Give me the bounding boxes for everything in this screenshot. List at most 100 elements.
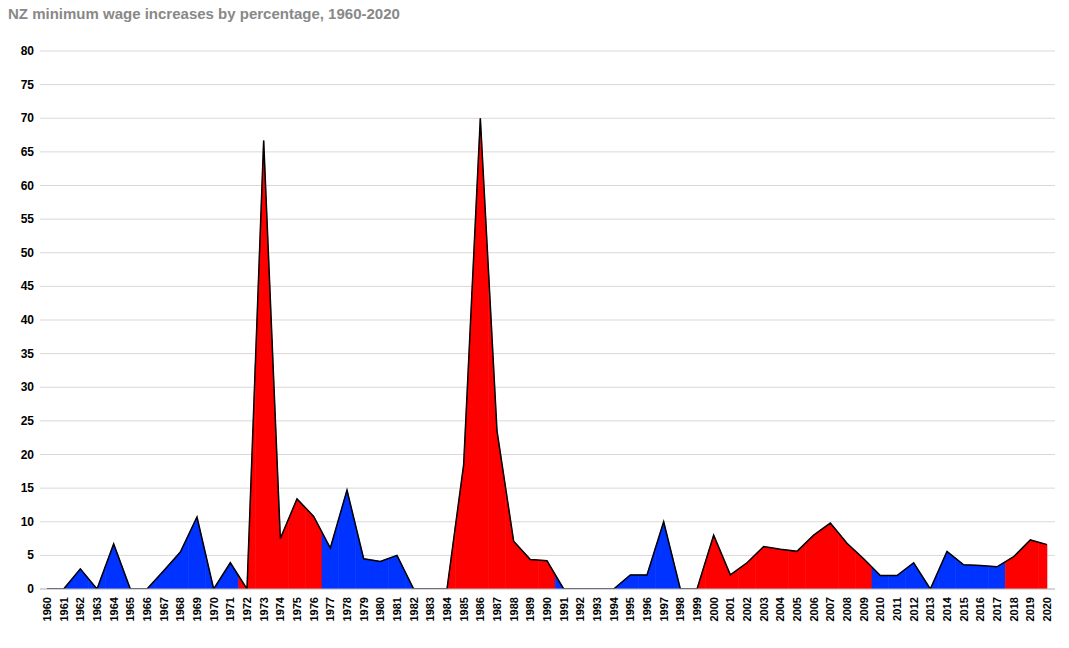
x-tick-label: 1978 xyxy=(341,597,353,621)
area-segment xyxy=(55,579,72,589)
x-tick-label: 1963 xyxy=(91,597,103,621)
grid-line xyxy=(40,488,1055,489)
area-segment xyxy=(955,558,972,589)
y-tick-label: 60 xyxy=(21,179,35,193)
area-segment xyxy=(255,140,272,589)
y-tick-label: 45 xyxy=(21,279,35,293)
y-tick-label: 15 xyxy=(21,481,35,495)
x-tick-label: 1994 xyxy=(608,596,620,621)
area-segment xyxy=(555,575,572,589)
x-tick-label: 1980 xyxy=(374,597,386,621)
grid-line xyxy=(40,151,1055,152)
x-tick-label: 1992 xyxy=(574,597,586,621)
grid-line xyxy=(40,320,1055,321)
area-segment xyxy=(439,527,456,589)
x-tick-label: 2017 xyxy=(991,597,1003,621)
x-tick-label: 2016 xyxy=(974,597,986,621)
x-tick-label: 2013 xyxy=(924,597,936,621)
grid-line xyxy=(40,84,1055,85)
y-tick-label: 50 xyxy=(21,246,35,260)
grid-line xyxy=(40,454,1055,455)
x-tick-label: 2012 xyxy=(908,597,920,621)
x-tick-label: 2007 xyxy=(824,597,836,621)
x-tick-label: 2004 xyxy=(774,596,786,621)
area-segment xyxy=(822,523,839,589)
area-segment xyxy=(1005,548,1022,589)
area-segment xyxy=(605,582,622,589)
y-tick-label: 80 xyxy=(21,44,35,58)
y-tick-label: 35 xyxy=(21,347,35,361)
x-tick-label: 2014 xyxy=(941,596,953,621)
area-segment xyxy=(539,560,556,589)
grid-line xyxy=(40,118,1055,119)
x-tick-label: 1989 xyxy=(524,597,536,621)
x-tick-label: 1976 xyxy=(308,597,320,621)
y-tick-label: 55 xyxy=(21,212,35,226)
x-tick-label: 1999 xyxy=(691,597,703,621)
x-tick-label: 1968 xyxy=(174,597,186,621)
area-segment xyxy=(689,562,706,589)
area-segment xyxy=(672,555,689,589)
x-tick-label: 1964 xyxy=(108,596,120,621)
y-tick-label: 70 xyxy=(21,111,35,125)
y-tick-label: 5 xyxy=(27,548,34,562)
x-axis xyxy=(40,589,1055,590)
area-segment xyxy=(1039,542,1047,589)
area-segment xyxy=(222,563,239,589)
grid-line xyxy=(40,353,1055,354)
x-tick-label: 1973 xyxy=(258,597,270,621)
grid-line xyxy=(40,589,1055,590)
y-tick-label: 40 xyxy=(21,313,35,327)
grid-line xyxy=(40,521,1055,522)
grid-line xyxy=(40,185,1055,186)
x-tick-label: 1988 xyxy=(508,597,520,621)
x-tick-label: 2001 xyxy=(724,597,736,621)
area-segment xyxy=(72,569,89,589)
x-tick-label: 1974 xyxy=(274,596,286,621)
x-tick-label: 2003 xyxy=(758,597,770,621)
x-tick-label: 1990 xyxy=(541,597,553,621)
area-segment xyxy=(405,572,422,589)
x-tick-label: 2020 xyxy=(1041,597,1053,621)
area-segment xyxy=(389,555,406,589)
area-segment xyxy=(239,365,256,589)
x-tick-label: 1975 xyxy=(291,597,303,621)
x-tick-label: 1985 xyxy=(458,597,470,621)
area-segment xyxy=(472,118,489,589)
x-tick-label: 1982 xyxy=(408,597,420,621)
area-segment xyxy=(155,561,172,589)
x-tick-label: 1991 xyxy=(558,597,570,621)
area-segment xyxy=(89,566,106,589)
x-tick-label: 1972 xyxy=(241,597,253,621)
x-tick-label: 2005 xyxy=(791,597,803,621)
area-segment xyxy=(705,535,722,589)
x-tick-label: 1981 xyxy=(391,597,403,621)
area-segment xyxy=(1022,540,1039,589)
x-tick-label: 1961 xyxy=(58,597,70,621)
x-tick-label: 1993 xyxy=(591,597,603,621)
x-tick-label: 2019 xyxy=(1024,597,1036,621)
grid-line xyxy=(40,252,1055,253)
area-segment xyxy=(205,553,222,589)
grid-line xyxy=(40,420,1055,421)
x-tick-label: 1966 xyxy=(141,597,153,621)
x-tick-label: 1986 xyxy=(474,597,486,621)
x-tick-label: 2018 xyxy=(1008,597,1020,621)
x-tick-label: 2006 xyxy=(808,597,820,621)
y-tick-label: 20 xyxy=(21,448,35,462)
x-tick-label: 2008 xyxy=(841,597,853,621)
area-segment xyxy=(889,569,906,589)
x-tick-label: 1995 xyxy=(624,597,636,621)
grid-line xyxy=(40,387,1055,388)
y-tick-label: 25 xyxy=(21,414,35,428)
area-segment xyxy=(272,340,289,590)
y-tick-label: 0 xyxy=(27,582,34,596)
area-group xyxy=(47,118,1047,589)
x-tick-label: 1970 xyxy=(208,597,220,621)
area-segment xyxy=(972,565,989,589)
x-tick-label: 1969 xyxy=(191,597,203,621)
x-tick-label: 1984 xyxy=(441,596,453,621)
area-segment xyxy=(855,551,872,589)
area-segment xyxy=(105,544,122,589)
area-segment xyxy=(372,558,389,589)
